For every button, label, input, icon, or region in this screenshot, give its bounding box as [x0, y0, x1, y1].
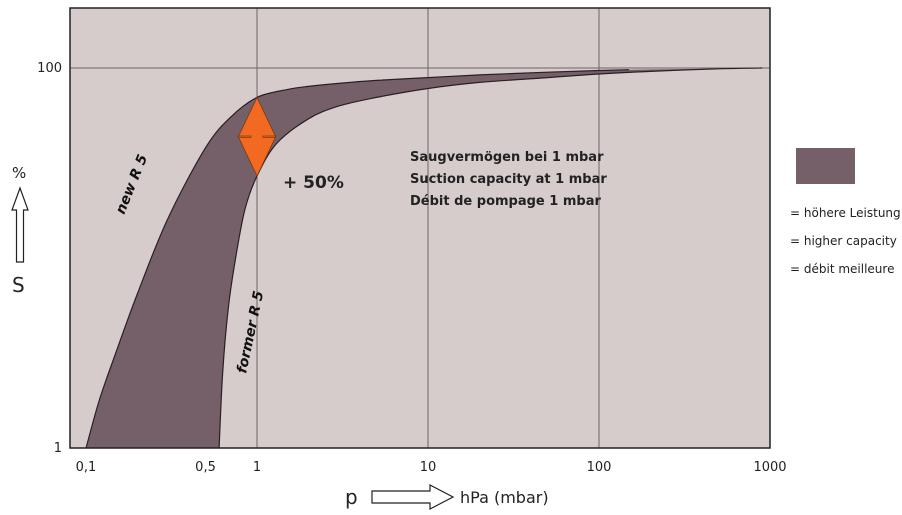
x-tick-labels: 0,1 0,5 1 10 100 1000 [76, 460, 787, 475]
series-line-new [85, 69, 630, 449]
legend-entry-fr: = débit meilleure [790, 262, 894, 276]
x-axis-title: p [345, 485, 358, 509]
x-tick-label: 10 [420, 460, 437, 475]
y-axis-title: S [12, 273, 25, 297]
x-tick-label: 1000 [753, 460, 786, 475]
annotation-line-fr: Débit de pompage 1 mbar [410, 194, 601, 209]
y-tick-label: 1 [54, 441, 62, 456]
y-tick-labels: 1 100 [37, 61, 62, 456]
annotation-line-de: Saugvermögen bei 1 mbar [410, 150, 604, 165]
x-axis-unit: hPa (mbar) [460, 488, 549, 507]
gain-arrow [237, 96, 277, 177]
y-tick-label: 100 [37, 61, 62, 76]
x-tick-label: 100 [587, 460, 612, 475]
x-tick-label: 0,1 [76, 460, 97, 475]
series-line-former [218, 67, 763, 449]
legend-entry-en: = higher capacity [790, 234, 897, 248]
legend-entry-de: = höhere Leistung [790, 206, 901, 220]
x-tick-label: 1 [253, 460, 261, 475]
x-tick-label: 0,5 [195, 460, 216, 475]
plot-frame [69, 7, 771, 449]
gain-label: + 50% [283, 173, 344, 193]
legend-swatch [796, 148, 855, 184]
annotation-line-en: Suction capacity at 1 mbar [410, 172, 607, 187]
x-axis-arrow-icon [371, 484, 455, 510]
y-axis-arrow-icon [11, 186, 29, 263]
y-axis-unit: % [12, 164, 26, 182]
